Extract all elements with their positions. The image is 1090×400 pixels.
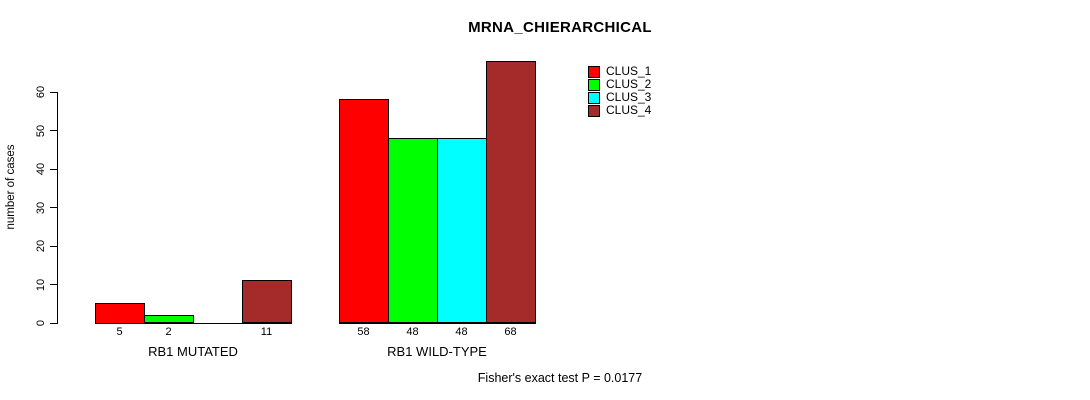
y-tick xyxy=(50,284,57,286)
bar-value-label: 2 xyxy=(165,326,172,338)
legend-label: CLUS_1 xyxy=(606,64,652,79)
bar-clus-2-rb1-wild-type xyxy=(388,137,438,324)
legend-label: CLUS_3 xyxy=(606,90,652,105)
bar-value-label: 48 xyxy=(406,326,419,338)
y-tick xyxy=(50,207,57,209)
bar-clus-4-rb1-wild-type xyxy=(486,60,536,324)
bar-clus-1-rb1-mutated xyxy=(95,303,145,324)
y-axis-label: number of cases xyxy=(5,144,17,230)
y-tick-label: 20 xyxy=(35,239,47,253)
legend-swatch xyxy=(588,104,600,117)
y-tick-label: 40 xyxy=(35,162,47,176)
bar-value-label: 68 xyxy=(504,326,517,338)
legend-swatch xyxy=(588,78,600,91)
y-tick xyxy=(50,322,57,324)
y-tick-label: 50 xyxy=(35,124,47,137)
legend-swatch xyxy=(588,65,600,78)
bar-clus-1-rb1-wild-type xyxy=(339,99,389,324)
legend-item-clus-4: CLUS_4 xyxy=(588,104,651,117)
y-axis-line xyxy=(57,91,59,324)
legend-label: CLUS_4 xyxy=(606,103,652,118)
chart-title: MRNA_CHIERARCHICAL xyxy=(468,19,652,36)
y-tick xyxy=(50,245,57,247)
legend-swatch xyxy=(588,91,600,104)
y-tick xyxy=(50,91,57,93)
y-tick-label: 30 xyxy=(35,201,47,214)
legend: CLUS_1 CLUS_2 CLUS_3 CLUS_4 xyxy=(588,65,651,117)
y-tick xyxy=(50,168,57,170)
bar-value-label: 58 xyxy=(357,326,370,338)
bar-clus-2-rb1-mutated xyxy=(144,314,194,324)
legend-item-clus-3: CLUS_3 xyxy=(588,91,651,104)
footer-annotation: Fisher's exact test P = 0.0177 xyxy=(477,371,643,385)
y-tick-label: 60 xyxy=(35,85,47,99)
legend-item-clus-2: CLUS_2 xyxy=(588,78,651,91)
y-tick xyxy=(50,130,57,132)
bar-clus-4-rb1-mutated xyxy=(242,280,292,324)
bar-clus-3-rb1-wild-type xyxy=(437,137,487,324)
x-category-label-rb1-wild-type: RB1 WILD-TYPE xyxy=(387,344,487,359)
y-tick-label: 10 xyxy=(35,278,47,291)
legend-item-clus-1: CLUS_1 xyxy=(588,65,651,78)
x-category-label-rb1-mutated: RB1 MUTATED xyxy=(148,344,238,359)
y-tick-label: 0 xyxy=(35,319,47,327)
bar-value-label: 48 xyxy=(455,326,468,338)
bar-value-label: 5 xyxy=(116,326,123,338)
legend-label: CLUS_2 xyxy=(606,77,652,92)
bar-value-label: 11 xyxy=(260,326,273,338)
